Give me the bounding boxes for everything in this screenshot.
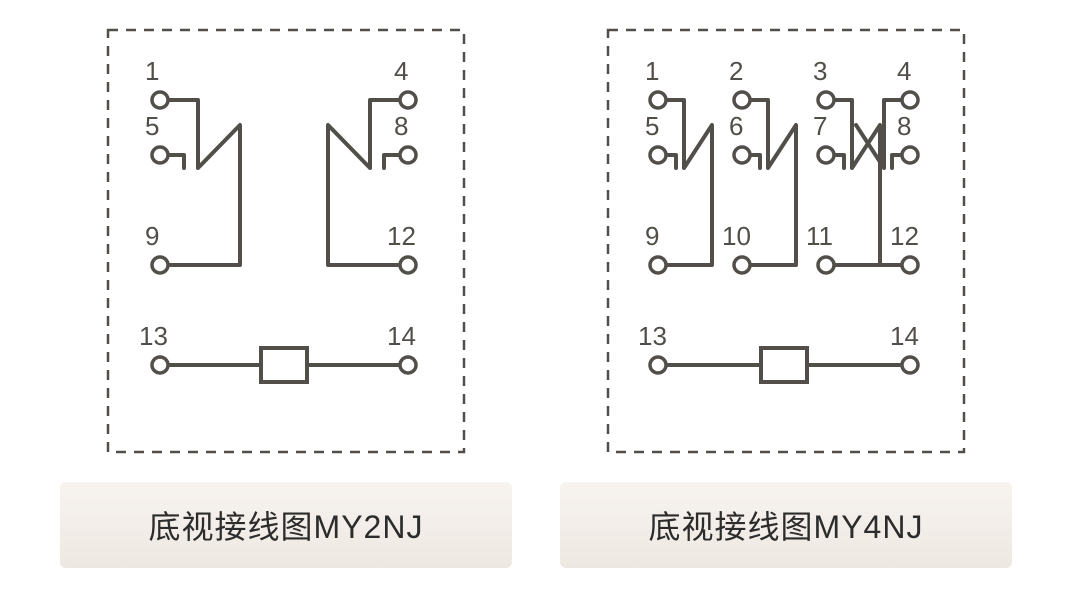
terminal-6 bbox=[734, 147, 750, 163]
terminal-label-9: 9 bbox=[645, 221, 659, 251]
wire bbox=[168, 155, 184, 168]
wire bbox=[168, 100, 240, 265]
terminal-12 bbox=[400, 257, 416, 273]
terminal-label-11: 11 bbox=[806, 221, 833, 251]
terminal-label-13: 13 bbox=[638, 321, 667, 351]
terminal-label-2: 2 bbox=[729, 56, 743, 86]
terminal-9 bbox=[650, 257, 666, 273]
terminal-label-13: 13 bbox=[139, 321, 168, 351]
caption-label: 底视接线图MY2NJ bbox=[149, 502, 424, 548]
terminal-14 bbox=[400, 357, 416, 373]
terminal-3 bbox=[818, 92, 834, 108]
terminal-label-5: 5 bbox=[145, 111, 159, 141]
terminal-label-1: 1 bbox=[645, 56, 659, 86]
terminal-7 bbox=[818, 147, 834, 163]
terminal-5 bbox=[650, 147, 666, 163]
caption-my4nj: 底视接线图MY4NJ bbox=[560, 482, 1012, 568]
terminal-label-14: 14 bbox=[387, 321, 416, 351]
terminal-8 bbox=[400, 147, 416, 163]
terminal-label-4: 4 bbox=[897, 56, 911, 86]
terminal-1 bbox=[650, 92, 666, 108]
terminal-14 bbox=[902, 357, 918, 373]
wire bbox=[666, 100, 712, 265]
terminal-label-14: 14 bbox=[890, 321, 919, 351]
terminal-2 bbox=[734, 92, 750, 108]
terminal-13 bbox=[152, 357, 168, 373]
terminal-label-12: 12 bbox=[387, 221, 416, 251]
terminal-4 bbox=[400, 92, 416, 108]
terminal-9 bbox=[152, 257, 168, 273]
wire bbox=[384, 155, 400, 168]
terminal-label-8: 8 bbox=[394, 111, 408, 141]
terminal-label-3: 3 bbox=[813, 56, 827, 86]
terminal-label-12: 12 bbox=[890, 221, 919, 251]
terminal-13 bbox=[650, 357, 666, 373]
terminal-4 bbox=[902, 92, 918, 108]
terminal-label-6: 6 bbox=[729, 111, 743, 141]
terminal-12 bbox=[902, 257, 918, 273]
terminal-label-5: 5 bbox=[645, 111, 659, 141]
terminal-10 bbox=[734, 257, 750, 273]
terminal-label-10: 10 bbox=[722, 221, 751, 251]
terminal-label-8: 8 bbox=[897, 111, 911, 141]
terminal-label-4: 4 bbox=[394, 56, 408, 86]
terminal-5 bbox=[152, 147, 168, 163]
terminal-label-7: 7 bbox=[813, 111, 827, 141]
terminal-11 bbox=[818, 257, 834, 273]
coil-box bbox=[761, 348, 807, 382]
caption-label: 底视接线图MY4NJ bbox=[649, 502, 924, 548]
terminal-1 bbox=[152, 92, 168, 108]
coil-box bbox=[261, 348, 307, 382]
terminal-8 bbox=[902, 147, 918, 163]
wire bbox=[750, 100, 796, 265]
terminal-label-9: 9 bbox=[145, 221, 159, 251]
caption-my2nj: 底视接线图MY2NJ bbox=[60, 482, 512, 568]
terminal-label-1: 1 bbox=[145, 56, 159, 86]
